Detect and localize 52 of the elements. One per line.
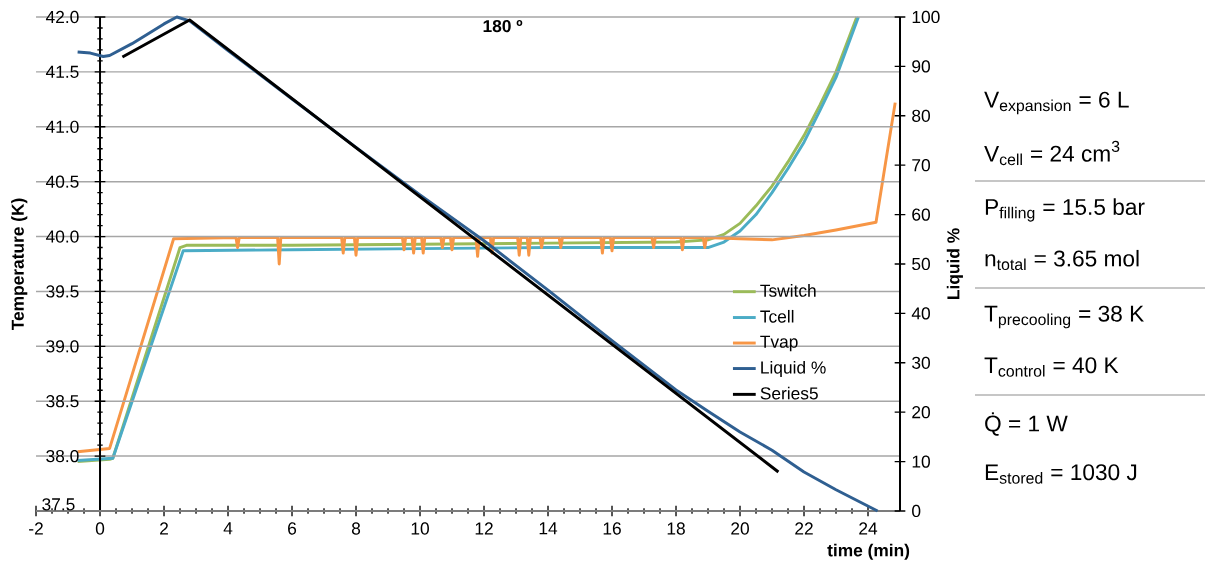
y2-axis-title: Liquid % xyxy=(946,228,963,299)
y-tick-label: 39.5 xyxy=(46,285,79,298)
text: $\text{n}_{\text{total}}\text{ = 3.65 mol}$ xyxy=(985,249,1139,271)
y-tick-label: 42.0 xyxy=(45,10,79,24)
text: $\text{P}_{\text{filling}}\text{ = 15.5 bar}$ xyxy=(985,198,1145,222)
text: $\text{T}_{\text{precooling}}\text{ = 38 K}$ xyxy=(984,305,1144,329)
x-tick-label: 10 xyxy=(411,522,429,535)
y2-tick-label: 10 xyxy=(912,455,930,468)
x-tick-label: 18 xyxy=(667,522,685,535)
legend-label: Tcell xyxy=(760,309,794,323)
text: $\text{V}_{\text{cell}}\text{ = 24 cm}^{\text{3}}$ xyxy=(984,140,1120,166)
y2-tick-label: 90 xyxy=(912,60,930,73)
chart-title: 180 º xyxy=(483,19,523,33)
x-tick-label: 14 xyxy=(539,522,558,535)
y-tick-label: 40.5 xyxy=(45,175,79,188)
legend-label: Tswitch xyxy=(760,284,816,297)
x-tick-label: 16 xyxy=(603,522,621,535)
y-tick-label: 38.0 xyxy=(46,449,79,463)
text: $\text{T}_{\text{control}}\text{ = 40 K}$ xyxy=(984,357,1119,377)
x-tick-label: 20 xyxy=(731,522,749,535)
text: $\text{V}_{\text{expansion}}\text{ = 6 L}$ xyxy=(984,91,1129,115)
legend-label: Tvap xyxy=(760,335,798,352)
y-tick-label: 41.5 xyxy=(45,65,79,78)
x-tick-label: 12 xyxy=(475,522,493,535)
y2-tick-label: 30 xyxy=(912,356,930,369)
legend-label: Liquid % xyxy=(761,360,826,378)
x-tick-label: 0 xyxy=(95,522,105,535)
y-tick-label: 37.5 xyxy=(42,498,75,511)
y2-tick-label: 70 xyxy=(912,159,930,172)
y2-tick-label: 20 xyxy=(912,406,930,419)
x-axis-title: time (min) xyxy=(827,543,910,560)
x-tick-label: 6 xyxy=(288,522,297,535)
y2-tick-label: 60 xyxy=(912,208,930,221)
x-tick-label: 4 xyxy=(223,522,233,535)
x-tick-label: 22 xyxy=(795,522,813,535)
text: $\text{E}_{\text{stored}}\text{ = 1030 J}$ xyxy=(985,464,1137,484)
x-tick-label: 2 xyxy=(160,522,168,535)
y2-tick-label: 50 xyxy=(912,257,930,271)
y-tick-label: 38.5 xyxy=(46,395,79,408)
y-axis-title: Temperature (K) xyxy=(11,198,28,331)
y-tick-label: 41.0 xyxy=(45,120,79,133)
x-tick-label: -2 xyxy=(29,522,43,535)
x-tick-label: 8 xyxy=(351,522,361,535)
y2-tick-label: 100 xyxy=(912,10,940,24)
y2-tick-label: 40 xyxy=(911,307,930,320)
y2-tick-label: 80 xyxy=(912,109,930,122)
text: $\text{Q̇ = 1 W}$ xyxy=(985,412,1068,436)
y-tick-label: 40.0 xyxy=(45,230,79,243)
y2-tick-label: 0 xyxy=(912,504,921,518)
x-tick-label: 24 xyxy=(859,522,878,535)
legend-label: Series5 xyxy=(760,386,818,400)
y-tick-label: 39.0 xyxy=(46,340,79,353)
